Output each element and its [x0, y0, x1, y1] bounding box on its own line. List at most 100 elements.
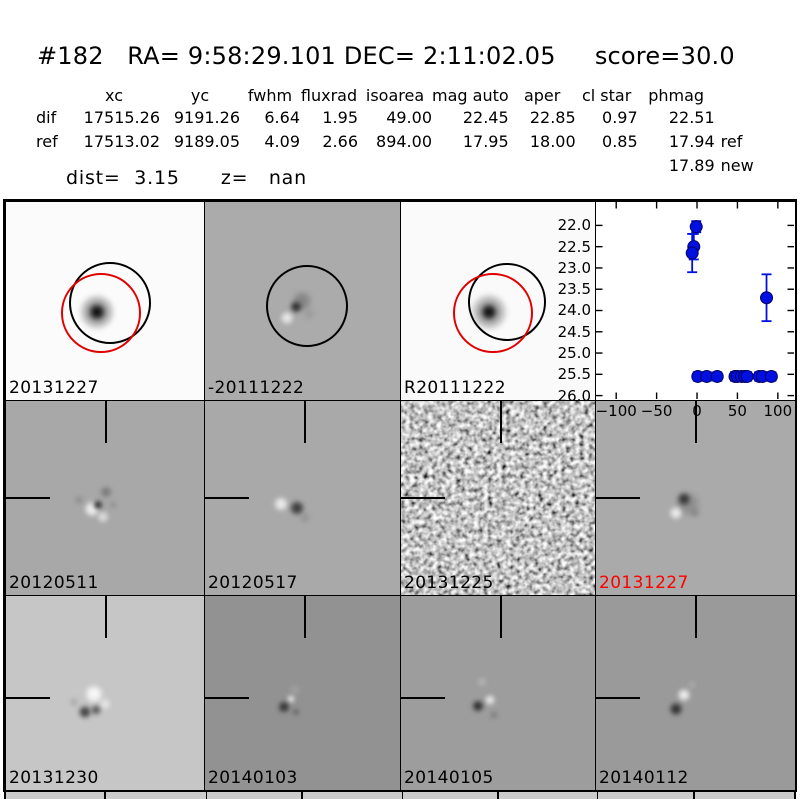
table-cell: 49.00 — [386, 108, 432, 127]
measurements-table-grid: xc yc fwhm fluxrad isoarea mag auto aper cl sta… — [36, 86, 760, 178]
cutout-panel-20120511: 20120511 — [5, 400, 205, 596]
strip-panel-divider — [597, 791, 598, 799]
cutout-panel-20120517: 20120517 — [204, 400, 401, 596]
source-blob — [72, 493, 86, 507]
crosshair-tick-top — [695, 596, 697, 638]
cropped-next-row-strip — [4, 791, 796, 799]
y-tick-label: 25.5 — [557, 365, 591, 384]
table-cell — [432, 154, 509, 178]
crosshair-tick-left — [6, 697, 50, 699]
source-blob — [88, 702, 104, 718]
phmag-suffix: ref — [720, 132, 743, 151]
crosshair-tick-top — [105, 401, 107, 443]
source-blob — [94, 508, 112, 526]
cutout-panel-20140112: 20140112 — [595, 595, 796, 791]
data-point-faint-epochs — [740, 369, 754, 383]
lightcurve-plot — [596, 202, 794, 399]
panel-date-label: 20131225 — [404, 573, 494, 593]
crosshair-tick-left — [205, 497, 249, 499]
table-cell — [509, 154, 576, 178]
x-tick-label: −100 — [595, 402, 637, 420]
col-header-xc: xc — [105, 86, 123, 105]
table-cell: 894.00 — [376, 132, 432, 151]
source-blob — [688, 506, 702, 520]
crosshair-tick-left — [6, 497, 50, 499]
strip-crosshair-tick — [301, 791, 303, 799]
cutout-panel-20131225: 20131225 — [400, 400, 596, 596]
table-cell: 9189.05 — [173, 132, 240, 151]
table-cell: 6.64 — [264, 108, 300, 127]
panel-date-label: 20140112 — [599, 768, 689, 788]
table-cell: 2.66 — [322, 132, 358, 151]
x-tick-label: 100 — [763, 402, 793, 420]
cutout-panel-20140105: 20140105 — [400, 595, 596, 791]
measurements-table: xc yc fwhm fluxrad isoarea mag auto aper cl sta… — [36, 86, 760, 178]
data-point-detections — [760, 291, 774, 305]
panel-date-label: 20131227 — [599, 573, 689, 593]
table-cell: 17.89 — [668, 156, 715, 175]
source-blob — [469, 697, 487, 715]
source-blob — [666, 503, 686, 523]
table-cell — [358, 154, 432, 178]
page-title: #182 RA= 9:58:29.101 DEC= 2:11:02.05 sco… — [37, 42, 735, 70]
y-tick-label: 22.5 — [557, 237, 591, 256]
panel-date-label: R20111222 — [404, 378, 506, 398]
x-tick-label: 0 — [692, 402, 702, 420]
crosshair-tick-left — [401, 697, 445, 699]
table-row-dif: dif 17515.26 9191.26 6.64 1.95 49.00 22.45 22.8… — [36, 106, 760, 130]
crosshair-tick-left — [205, 697, 249, 699]
col-header-cl-star: cl star — [581, 86, 632, 105]
source-blob — [685, 678, 699, 692]
lightcurve-panel — [595, 201, 796, 401]
x-tick-label: 50 — [727, 402, 747, 420]
y-tick-label: 24.5 — [557, 322, 591, 341]
panel-date-label: -20111222 — [208, 378, 305, 398]
y-tick-label: 22.0 — [557, 216, 591, 235]
data-point-faint-epochs — [764, 369, 778, 383]
source-blob — [91, 498, 105, 512]
crosshair-tick-top — [500, 596, 502, 638]
source-blob — [493, 502, 501, 510]
table-row-ref: ref 17513.02 9189.05 4.09 2.66 894.00 17.95 18.… — [36, 130, 760, 154]
strip-crosshair-tick — [104, 791, 106, 799]
row-label: dif — [36, 108, 57, 127]
source-blob — [107, 499, 119, 511]
col-header-aper: aper — [523, 86, 561, 105]
y-tick-label: 26.0 — [557, 386, 591, 405]
col-header-fluxrad: fluxrad — [300, 86, 358, 105]
row-label — [36, 154, 68, 178]
table-cell: 22.45 — [462, 108, 509, 127]
table-cell: 22.51 — [668, 108, 715, 127]
cutout-panel-20131227: 20131227 — [5, 201, 205, 401]
strip-panel-divider — [402, 791, 403, 799]
panel-date-label: 20131227 — [9, 378, 99, 398]
table-corner — [36, 86, 68, 106]
table-cell: 18.00 — [529, 132, 576, 151]
data-point-detections — [689, 220, 703, 234]
table-cell: 9191.26 — [173, 108, 240, 127]
source-blob — [286, 497, 308, 519]
cutout-panel--20111222: -20111222 — [204, 201, 401, 401]
panel-date-label: 20140103 — [208, 768, 298, 788]
source-blob — [474, 674, 490, 690]
col-header-fwhm: fwhm — [247, 86, 293, 105]
cutout-panel-R20111222: R20111222 — [400, 201, 596, 401]
table-cell: 22.85 — [529, 108, 576, 127]
crosshair-tick-left — [596, 697, 640, 699]
table-cell: 0.85 — [602, 132, 638, 151]
table-cell: 4.09 — [264, 132, 300, 151]
crosshair-tick-top — [695, 401, 697, 443]
source-blob — [275, 698, 293, 716]
source-blob — [488, 709, 500, 721]
table-cell: 17515.26 — [83, 108, 160, 127]
x-tick-label: −50 — [640, 402, 673, 420]
strip-crosshair-tick — [497, 791, 499, 799]
cutout-panel-20131227: 20131227 — [595, 400, 796, 596]
col-header-yc: yc — [190, 86, 210, 105]
source-blob — [290, 706, 302, 718]
aperture-circle-black — [266, 265, 348, 347]
cutout-panel-20131230: 20131230 — [5, 595, 205, 791]
crosshair-tick-top — [500, 401, 502, 443]
row-label: ref — [36, 132, 58, 151]
